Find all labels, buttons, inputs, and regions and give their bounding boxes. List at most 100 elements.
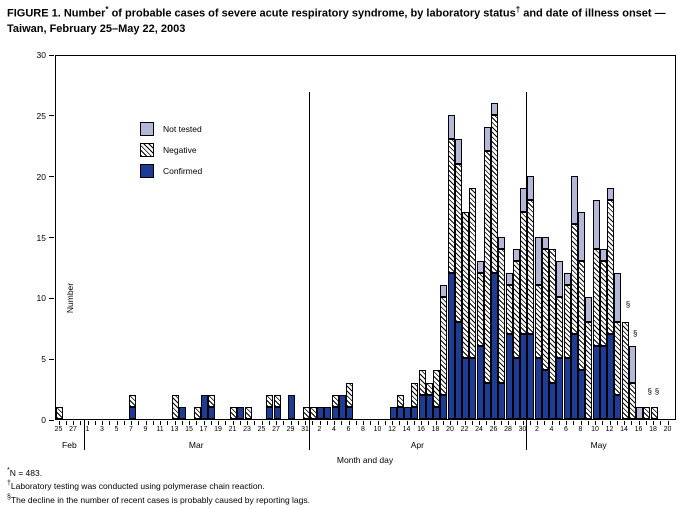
bar-segment-negative [454,163,462,322]
x-axis-tick [377,421,379,425]
bar-segment-negative [628,382,636,419]
bar-may-9 [585,297,593,419]
legend-swatch-confirmed [140,164,154,178]
bar-segment-negative [476,273,484,346]
bar-may-15 [628,346,636,419]
x-tick-label: 12 [388,426,396,433]
x-tick-label: 26 [489,426,498,433]
x-tick-label: 8 [361,426,365,433]
bar-segment-negative [527,200,535,334]
x-tick-label: 3 [100,426,104,433]
x-axis-tick [479,421,480,425]
y-axis-tick [49,115,54,117]
bar-segment-negative [273,394,281,407]
x-axis-tick [537,421,538,425]
x-tick-label: 21 [228,426,237,433]
bar-segment-not_tested [599,248,607,261]
bar-apr-23 [469,187,477,419]
x-tick-label: 29 [286,426,295,433]
x-axis-tick [428,421,430,425]
x-tick-label: 2 [535,426,539,433]
bar-segment-confirmed [563,358,571,419]
bar-segment-not_tested [607,187,614,200]
bar-segment-not_tested [563,273,571,286]
x-tick-label: 2 [317,426,322,433]
bar-segment-not_tested [556,260,564,298]
x-axis-tick [667,421,669,425]
legend-label: Confirmed [163,166,203,176]
x-axis-tick [312,421,314,425]
x-axis-tick [602,421,604,425]
x-axis-tick [616,421,618,425]
x-axis-tick [624,421,625,425]
bar-apr-4 [331,394,339,419]
bar-may-7 [570,175,578,419]
bar-segment-not_tested [476,260,484,273]
bar-segment-negative [208,394,216,407]
bar-segment-confirmed [578,370,585,419]
reporting-lag-annotation: § [633,328,638,338]
legend-swatch-not_tested [140,122,154,136]
bar-segment-negative [592,248,600,346]
bar-may-11 [599,248,607,419]
bar-apr-14 [404,406,411,419]
x-axis-tick [210,421,212,425]
x-axis-tick [341,421,343,425]
x-axis-tick [493,421,495,425]
bar-segment-negative [128,394,136,407]
bar-apr-18 [433,370,440,419]
bar-apr-25 [483,127,491,419]
x-axis-tick [290,421,292,425]
bar-apr-22 [462,212,469,419]
x-axis-tick [522,421,524,425]
legend-item-negative: Negative [140,143,202,157]
bar-segment-confirmed [179,406,187,419]
bar-segment-negative [556,297,564,359]
bar-segment-not_tested [592,200,600,249]
x-axis-tick [181,421,183,425]
reporting-lag-annotation: § [647,387,652,397]
x-axis-tick [305,421,306,425]
bar-segment-negative [230,406,237,419]
bar-apr-6 [346,382,353,419]
x-tick-label: 24 [475,426,483,433]
x-axis-tick [406,421,408,425]
x-axis-tick [348,421,350,425]
bar-segment-negative [346,382,353,407]
x-axis-tick [450,421,451,425]
bar-segment-negative [549,248,556,383]
bar-segment-confirmed [396,406,404,419]
x-axis-tick [196,421,198,425]
x-tick-label: 30 [518,426,527,433]
x-axis-tick [167,421,169,425]
bar-segment-confirmed [607,333,614,419]
bar-segment-confirmed [317,406,324,419]
x-axis-tick [442,421,444,425]
x-axis-tick [225,421,227,425]
bar-segment-negative [244,406,252,419]
x-tick-label: 23 [243,426,251,433]
x-tick-label: 31 [301,426,309,433]
bar-apr-21 [454,139,462,419]
bar-segment-negative [563,285,571,359]
bar-mar-22 [237,406,245,419]
month-divider [308,92,310,450]
bar-apr-29 [512,248,520,419]
bar-segment-not_tested [483,127,491,152]
bar-segment-negative [447,139,455,273]
bar-segment-not_tested [614,273,622,322]
x-axis-tick [529,421,531,425]
bar-segment-confirmed [549,382,556,419]
x-axis-tick [464,421,466,425]
figure-title: FIGURE 1. Number* of probable cases of s… [7,5,666,35]
bar-segment-not_tested [505,273,513,286]
bar-segment-negative [172,394,179,419]
bar-segment-confirmed [541,370,549,419]
chart-legend: Not tested Negative Confirmed [140,122,202,185]
x-tick-label: 14 [402,426,411,433]
bar-apr-26 [491,102,498,419]
bar-segment-confirmed [411,406,419,419]
x-axis-tick [247,421,248,425]
bar-may-8 [578,212,585,419]
x-axis-tick [131,421,132,425]
